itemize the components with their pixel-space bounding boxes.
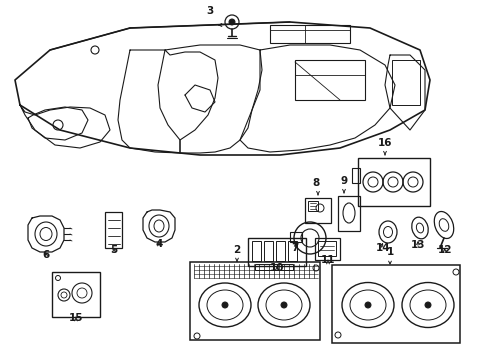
Text: 10: 10 xyxy=(269,263,284,273)
Text: 9: 9 xyxy=(340,176,347,186)
Bar xyxy=(351,168,359,183)
Bar xyxy=(254,264,292,270)
Bar xyxy=(251,241,261,261)
Bar xyxy=(105,212,122,248)
Text: 1: 1 xyxy=(386,247,393,257)
Bar xyxy=(391,60,419,105)
Text: 11: 11 xyxy=(320,255,335,265)
Bar xyxy=(307,201,317,211)
Text: 15: 15 xyxy=(69,313,83,323)
Text: 5: 5 xyxy=(110,245,118,255)
Text: 13: 13 xyxy=(410,240,425,250)
Circle shape xyxy=(364,302,370,308)
Bar xyxy=(294,60,364,100)
Bar xyxy=(289,232,302,242)
Text: 7: 7 xyxy=(291,243,298,253)
Text: 4: 4 xyxy=(155,239,163,249)
Bar xyxy=(331,265,459,343)
Circle shape xyxy=(424,302,430,308)
Text: 12: 12 xyxy=(437,245,451,255)
Text: 6: 6 xyxy=(42,250,49,260)
Text: 2: 2 xyxy=(233,245,240,255)
Bar xyxy=(247,238,305,266)
Circle shape xyxy=(228,19,235,25)
Bar xyxy=(357,158,429,206)
Bar xyxy=(52,272,100,317)
Bar xyxy=(305,198,330,223)
Text: 14: 14 xyxy=(375,243,389,253)
Bar xyxy=(317,241,335,256)
Bar xyxy=(269,25,349,43)
Bar xyxy=(275,241,285,261)
Bar xyxy=(287,241,296,261)
Bar xyxy=(337,196,359,231)
Text: 8: 8 xyxy=(312,178,319,188)
Text: 16: 16 xyxy=(377,138,391,148)
Bar xyxy=(264,241,272,261)
Circle shape xyxy=(281,302,286,308)
Bar xyxy=(314,238,339,260)
Text: 3: 3 xyxy=(206,6,213,16)
Bar xyxy=(190,262,319,340)
Circle shape xyxy=(222,302,227,308)
